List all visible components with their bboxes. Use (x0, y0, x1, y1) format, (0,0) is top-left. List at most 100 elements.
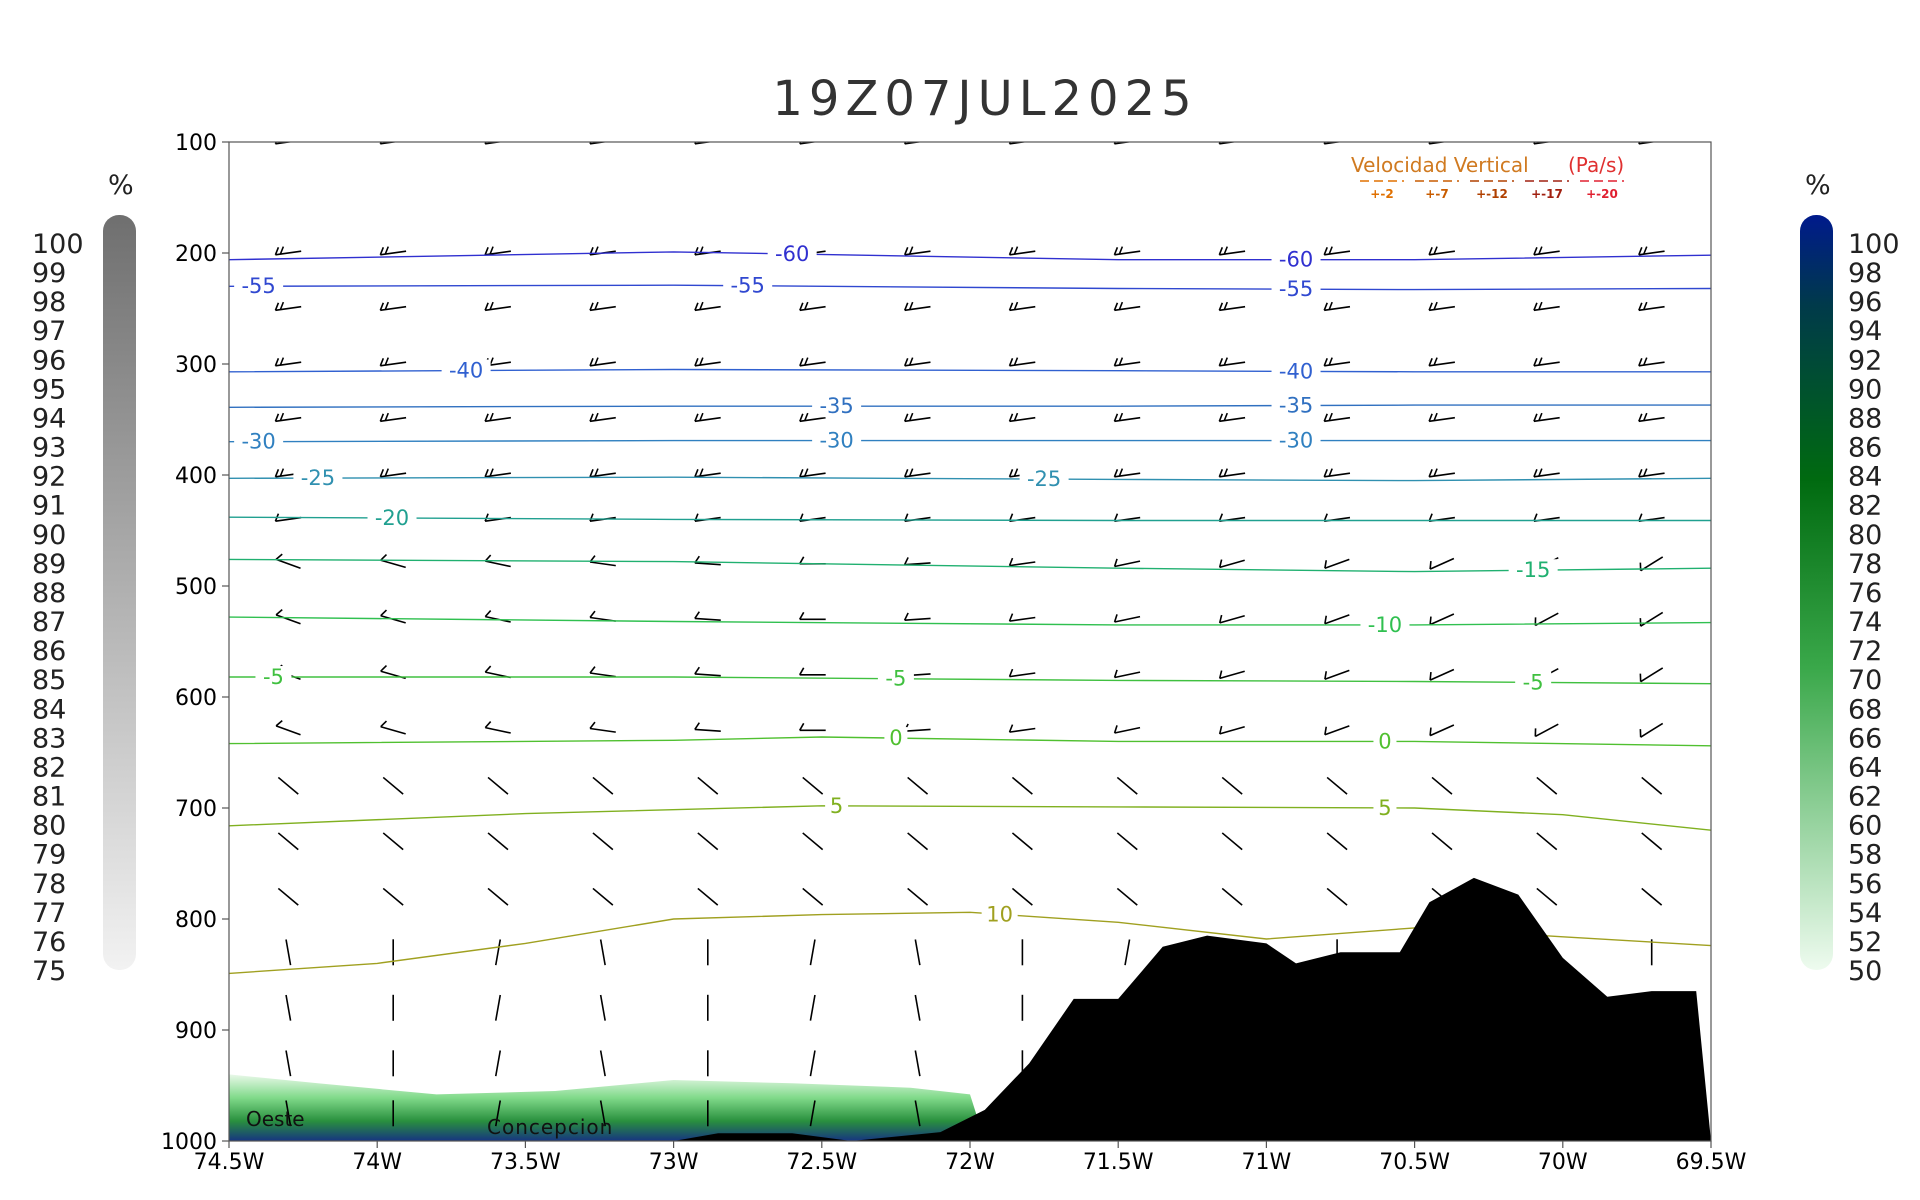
isotherm-label-bg (812, 429, 862, 452)
wind-barb (592, 776, 614, 795)
isotherm-label: -5 (1523, 670, 1544, 694)
isotherm-label: -10 (1368, 613, 1402, 637)
y-tick-label: 1000 (161, 1130, 217, 1155)
wind-barb (697, 887, 719, 906)
right-colorbar-unit: % (1805, 170, 1831, 201)
wind-barb (914, 1100, 921, 1127)
wind-barb (1011, 832, 1033, 851)
wind-barb (1428, 468, 1455, 478)
isotherm-label-bg (1271, 278, 1321, 301)
colorbar-label: 60 (1848, 811, 1882, 842)
wind-barb (484, 301, 511, 312)
colorbar-label: 79 (32, 840, 66, 871)
wind-barb (907, 832, 929, 851)
wind-barb (1428, 301, 1455, 312)
wind-barb (275, 553, 301, 569)
x-tick-label: 73.5W (490, 1150, 561, 1175)
wind-barb (1113, 468, 1141, 478)
isotherms (229, 251, 1711, 975)
x-tick-label: 70.5W (1379, 1150, 1450, 1175)
wind-barb (1324, 614, 1350, 625)
isotherm-line (229, 736, 1711, 747)
humidity-shading (229, 1074, 985, 1141)
colorbar-label: 84 (1848, 462, 1882, 493)
right-colorbar: % 10098969492908886848280787674727068666… (1800, 170, 1900, 987)
wind-barb (599, 1100, 606, 1127)
wind-barb (589, 357, 616, 367)
colorbar-label: 98 (32, 287, 66, 318)
colorbar-label: 70 (1848, 665, 1882, 696)
wind-barb (1428, 412, 1455, 423)
isotherm-label-bg (1373, 730, 1397, 753)
colorbar-label: 98 (1848, 258, 1882, 289)
wind-barb (275, 720, 301, 736)
wind-barb (802, 887, 824, 906)
wind-barb (1533, 246, 1560, 256)
wind-barb (1323, 357, 1351, 367)
wind-barb (907, 887, 929, 906)
y-tick-label: 900 (175, 1019, 217, 1044)
legend-title: Velocidad Vertical (1351, 153, 1529, 177)
isotherm-label: -35 (1279, 394, 1313, 418)
wind-barb (1011, 887, 1033, 906)
isotherm-label-bg (255, 666, 292, 689)
wind-barb (1008, 724, 1036, 733)
colorbar-label: 56 (1848, 869, 1882, 900)
wind-barb (589, 610, 616, 622)
wind-barb (1536, 832, 1558, 851)
wind-barb (694, 722, 721, 733)
wind-barb (494, 1050, 502, 1077)
wind-barb (1326, 887, 1348, 906)
isotherm-label-bg (1271, 429, 1321, 452)
wind-barb (484, 665, 511, 679)
isotherm-label: -30 (819, 429, 853, 453)
wind-barb (1218, 559, 1245, 569)
wind-barb (694, 412, 721, 423)
wind-barb (275, 609, 301, 625)
isotherm-label-bg (234, 275, 284, 298)
x-tick-label: 72.5W (786, 1150, 857, 1175)
isotherm-label: -30 (241, 430, 275, 454)
wind-barb (1533, 301, 1560, 312)
legend-entry-label: +-2 (1370, 187, 1393, 201)
wind-barb (903, 468, 931, 478)
wind-barb (1429, 724, 1455, 737)
wind-barb (1008, 557, 1036, 567)
wind-barb (799, 667, 826, 676)
wind-barb (1638, 468, 1665, 478)
colorbar-label: 97 (32, 316, 66, 347)
wind-barb (1218, 301, 1246, 312)
wind-barb (1639, 611, 1664, 627)
wind-barb (285, 1100, 292, 1127)
wind-barb (494, 994, 502, 1021)
colorbar-label: 52 (1848, 927, 1882, 958)
wind-barb (379, 357, 407, 367)
isotherm-line (229, 439, 1711, 443)
legend-unit: (Pa/s) (1568, 153, 1624, 177)
isotherm-line (229, 558, 1711, 573)
wind-barb (907, 776, 929, 795)
wind-barb (1113, 412, 1141, 423)
chart-title: 19Z07JUL2025 (772, 71, 1197, 127)
legend-entry-label: +-17 (1531, 187, 1563, 201)
colorbar-label: 78 (1848, 549, 1882, 580)
isotherm-label-bg (877, 667, 914, 690)
wind-barb (379, 468, 407, 478)
wind-barb (1113, 357, 1141, 367)
wind-barb (1116, 832, 1138, 851)
isotherm-label-bg (812, 395, 862, 418)
legend-entry-label: +-20 (1586, 187, 1618, 201)
wind-barb (1124, 939, 1131, 966)
isotherm-line (229, 251, 1711, 261)
colorbar-label: 80 (32, 811, 66, 842)
isotherm-label-bg (825, 794, 849, 817)
wind-barb (1429, 557, 1455, 570)
wind-barb (694, 611, 721, 622)
annotation-oeste: Oeste (246, 1107, 305, 1131)
colorbar-label: 80 (1848, 520, 1882, 551)
isotherm-label: 0 (889, 726, 902, 750)
isotherm-label-bg (1515, 671, 1552, 694)
isotherm-label-bg (1373, 796, 1397, 819)
y-tick-label: 500 (175, 575, 217, 600)
isotherm-label: -30 (1279, 429, 1313, 453)
